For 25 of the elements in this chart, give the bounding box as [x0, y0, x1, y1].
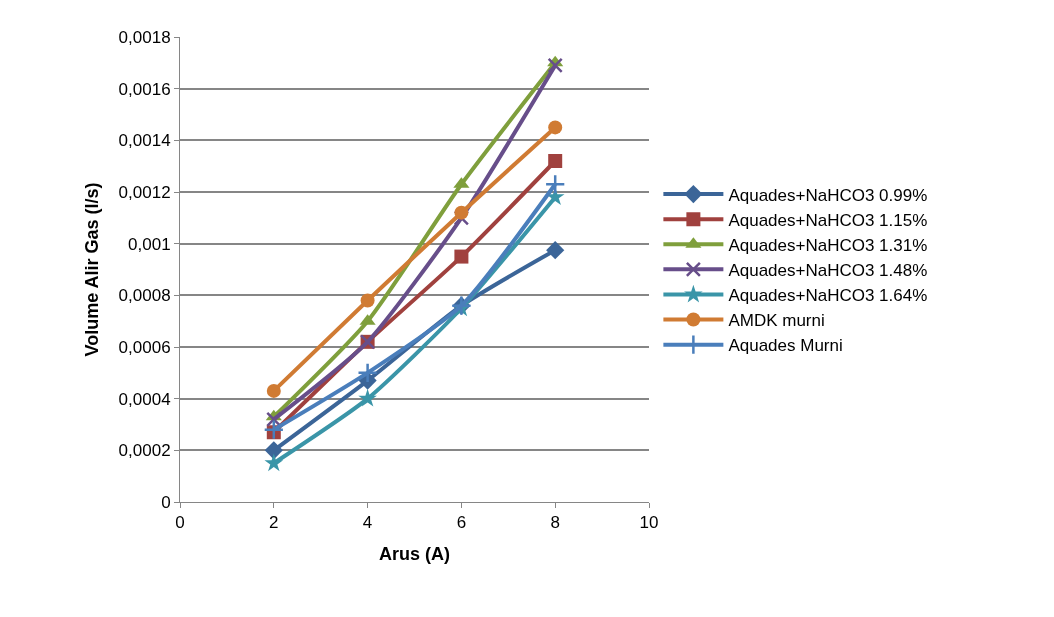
x-tick-label: 0 [175, 513, 185, 533]
x-tick-label: 6 [456, 513, 467, 533]
y-tick-label: 0,0018 [118, 27, 171, 47]
x-tick-label: 8 [550, 513, 560, 533]
y-tick-label: 0,0006 [118, 337, 171, 357]
y-tick-label: 0 [161, 492, 171, 512]
y-tick-label: 0,001 [128, 234, 171, 254]
legend-label: Aquades+NaHCO3 0.99% [728, 185, 928, 205]
x-tick-label: 10 [639, 513, 659, 533]
legend-label: Aquades+NaHCO3 1.64% [728, 286, 928, 306]
y-axis-title: Volume Alir Gas (l/s) [81, 182, 102, 357]
legend-label: Aquades+NaHCO3 1.15% [728, 210, 928, 230]
legend-label: Aquades+NaHCO3 1.31% [728, 235, 928, 255]
y-tick-label: 0,0014 [118, 131, 171, 151]
legend-label: Aquades Murni [728, 336, 843, 356]
x-tick-label: 4 [362, 513, 373, 533]
x-tick-label: 2 [269, 513, 279, 533]
y-tick-label: 0,0004 [118, 389, 171, 409]
y-tick-label: 0,0016 [118, 79, 171, 99]
y-tick-label: 0,0002 [118, 441, 171, 461]
y-tick-label: 0,0012 [118, 182, 171, 202]
legend-label: AMDK murni [728, 311, 825, 331]
legend-label: Aquades+NaHCO3 1.48% [728, 260, 928, 280]
x-axis-title: Arus (A) [379, 543, 450, 564]
y-tick-label: 0,0008 [118, 286, 171, 306]
